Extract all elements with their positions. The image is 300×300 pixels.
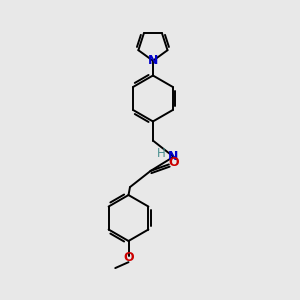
Text: N: N xyxy=(148,54,158,67)
Text: H: H xyxy=(157,147,166,160)
Text: O: O xyxy=(169,157,179,169)
Text: N: N xyxy=(168,150,179,163)
Text: O: O xyxy=(123,251,134,264)
